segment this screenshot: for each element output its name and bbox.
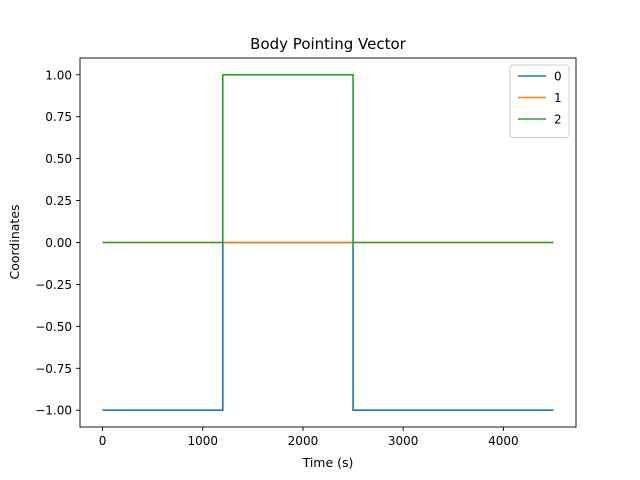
y-axis-label: Coordinates: [7, 204, 22, 279]
y-tick-label: −0.50: [35, 320, 72, 334]
legend-label-1: 1: [554, 91, 562, 105]
chart-title: Body Pointing Vector: [250, 35, 406, 53]
x-tick-label: 1000: [187, 434, 218, 448]
legend-label-2: 2: [554, 113, 562, 127]
x-tick-label: 0: [99, 434, 107, 448]
legend: 0 1 2: [509, 64, 570, 138]
y-tick-label: −1.00: [35, 404, 72, 418]
y-tick-label: −0.75: [35, 362, 72, 376]
y-tick-label: 0.75: [45, 110, 72, 124]
series-line-2: [102, 73, 554, 244]
legend-label-0: 0: [554, 70, 562, 84]
x-tick-label: 2000: [288, 434, 319, 448]
x-tick-label: 3000: [388, 434, 419, 448]
y-tick-label: 0.25: [45, 194, 72, 208]
x-axis: 0 1000 2000 3000 4000: [99, 427, 519, 448]
y-tick-label: −0.25: [35, 278, 72, 292]
x-axis-label: Time (s): [302, 455, 354, 470]
y-tick-label: 0.00: [45, 236, 72, 250]
x-tick-label: 4000: [488, 434, 519, 448]
y-axis: −1.00 −0.75 −0.50 −0.25 0.00 0.25 0.50 0.75 1.00: [35, 68, 80, 418]
y-tick-label: 1.00: [45, 68, 72, 82]
y-tick-label: 0.50: [45, 152, 72, 166]
